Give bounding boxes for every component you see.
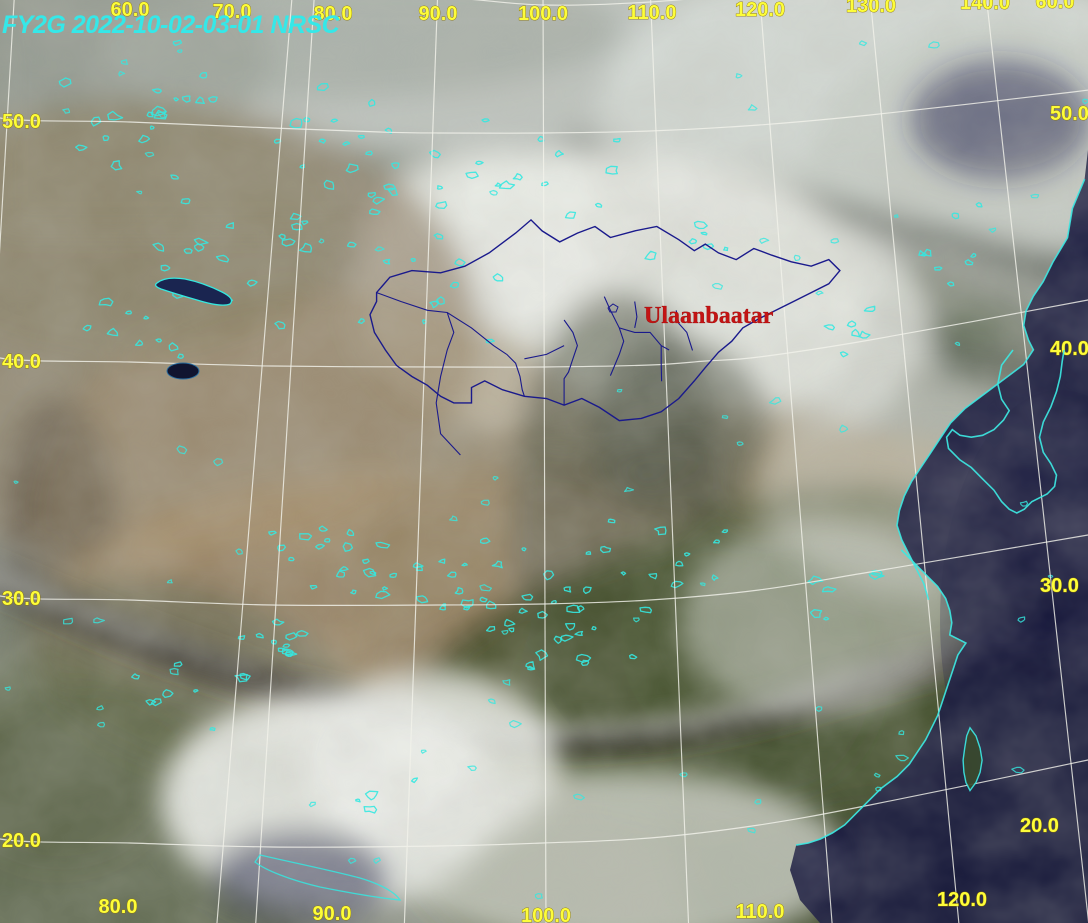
- svg-text:120.0: 120.0: [735, 0, 785, 21]
- svg-text:40.0: 40.0: [1050, 338, 1088, 360]
- svg-text:110.0: 110.0: [628, 2, 677, 24]
- svg-text:100.0: 100.0: [518, 3, 568, 25]
- svg-text:50.0: 50.0: [2, 111, 41, 133]
- svg-text:60.0: 60.0: [1036, 0, 1075, 13]
- svg-text:40.0: 40.0: [2, 351, 41, 373]
- svg-text:20.0: 20.0: [2, 830, 41, 852]
- svg-text:FY2G 2022-10-02-03-01 NRSC: FY2G 2022-10-02-03-01 NRSC: [2, 11, 341, 39]
- svg-text:140.0: 140.0: [960, 0, 1010, 14]
- svg-text:120.0: 120.0: [937, 889, 987, 911]
- svg-text:130.0: 130.0: [846, 0, 896, 17]
- svg-text:90.0: 90.0: [419, 3, 458, 25]
- svg-text:30.0: 30.0: [2, 588, 41, 610]
- svg-text:80.0: 80.0: [99, 896, 138, 918]
- svg-text:Ulaanbaatar: Ulaanbaatar: [644, 303, 774, 329]
- svg-text:90.0: 90.0: [313, 903, 352, 923]
- svg-text:100.0: 100.0: [521, 905, 571, 923]
- svg-text:20.0: 20.0: [1020, 815, 1059, 837]
- svg-text:50.0: 50.0: [1050, 103, 1088, 125]
- svg-text:110.0: 110.0: [736, 901, 785, 923]
- svg-text:30.0: 30.0: [1040, 575, 1079, 597]
